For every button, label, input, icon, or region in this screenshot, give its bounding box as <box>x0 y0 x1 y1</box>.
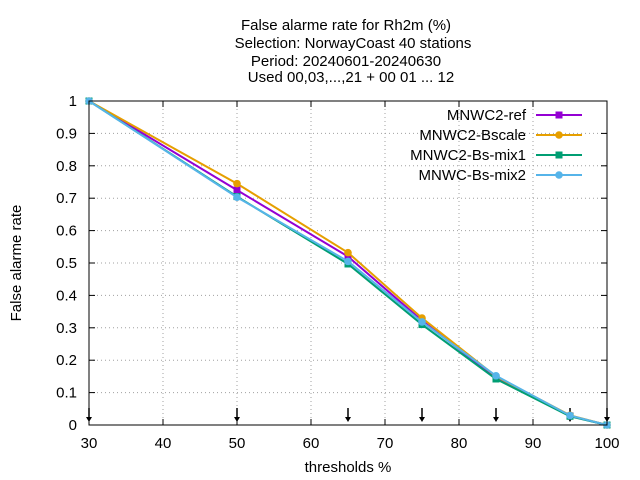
title-line-3: Period: 20240601-20240630 <box>251 53 441 70</box>
chart-title: False alarme rate for Rh2m (%) Selection… <box>235 17 472 86</box>
data-point <box>418 318 426 326</box>
y-tick-label: 0.7 <box>56 190 77 207</box>
data-point <box>344 253 352 261</box>
y-axis-label: False alarme rate <box>8 205 25 322</box>
data-point <box>233 186 241 194</box>
legend-label: MNWC2-Bs-mix1 <box>410 147 526 164</box>
series-3 <box>85 97 611 429</box>
x-axis-label: thresholds % <box>305 459 392 476</box>
legend-item: MNWC2-Bscale <box>419 127 582 144</box>
threshold-markers <box>86 408 610 422</box>
series-lines <box>85 97 611 429</box>
y-tick-label: 1 <box>69 93 77 110</box>
y-tick-label: 0 <box>69 417 77 434</box>
axis-ticks: 0 0.1 0.2 0.3 0.4 0.5 0.6 0.7 0.8 0.9 1 30 40 50 60 70 8… <box>56 93 619 452</box>
y-tick-label: 0.3 <box>56 320 77 337</box>
y-tick-label: 0.1 <box>56 385 77 402</box>
y-tick-label: 0.2 <box>56 352 77 369</box>
data-point <box>344 257 352 266</box>
data-point <box>233 179 241 188</box>
threshold-marker-head <box>493 417 499 422</box>
legend-label: MNWC2-ref <box>447 107 527 124</box>
legend-item: MNWC-Bs-mix2 <box>419 167 582 184</box>
x-tick-label: 70 <box>377 435 394 452</box>
threshold-marker-head <box>234 417 240 422</box>
y-tick-label: 0.8 <box>56 158 77 175</box>
data-point <box>344 248 352 257</box>
threshold-marker-head <box>419 417 425 422</box>
data-point <box>492 371 500 380</box>
x-tick-label: 90 <box>525 435 542 452</box>
data-point <box>233 193 241 202</box>
plot-frame <box>88 100 608 426</box>
legend-label: MNWC-Bs-mix2 <box>419 167 526 184</box>
legend-item: MNWC2-ref <box>447 107 582 124</box>
y-tick-label: 0.6 <box>56 223 77 240</box>
title-line-1: False alarme rate for Rh2m (%) <box>241 17 451 34</box>
title-line-4: Used 00,03,...,21 + 00 01 ... 12 <box>248 69 454 86</box>
legend-label: MNWC2-Bscale <box>419 127 526 144</box>
legend-swatch-marker <box>555 111 563 119</box>
legend-swatch-marker <box>555 131 563 139</box>
x-tick-label: 50 <box>229 435 246 452</box>
x-tick-label: 30 <box>81 435 98 452</box>
y-tick-label: 0.4 <box>56 287 77 304</box>
title-line-2: Selection: NorwayCoast 40 stations <box>235 35 472 52</box>
x-tick-label: 80 <box>451 435 468 452</box>
data-point <box>566 411 574 420</box>
x-tick-label: 40 <box>155 435 172 452</box>
y-tick-label: 0.5 <box>56 255 77 272</box>
legend-swatch-marker <box>555 171 563 179</box>
y-tick-label: 0.9 <box>56 125 77 142</box>
x-tick-label: 60 <box>303 435 320 452</box>
x-tick-label: 100 <box>594 435 619 452</box>
threshold-marker-head <box>345 417 351 422</box>
legend-swatch-marker <box>555 151 563 159</box>
legend-item: MNWC2-Bs-mix1 <box>410 147 582 164</box>
legend: MNWC2-ref MNWC2-Bscale MNWC2-Bs-mix1 MNWC-B… <box>410 107 582 184</box>
